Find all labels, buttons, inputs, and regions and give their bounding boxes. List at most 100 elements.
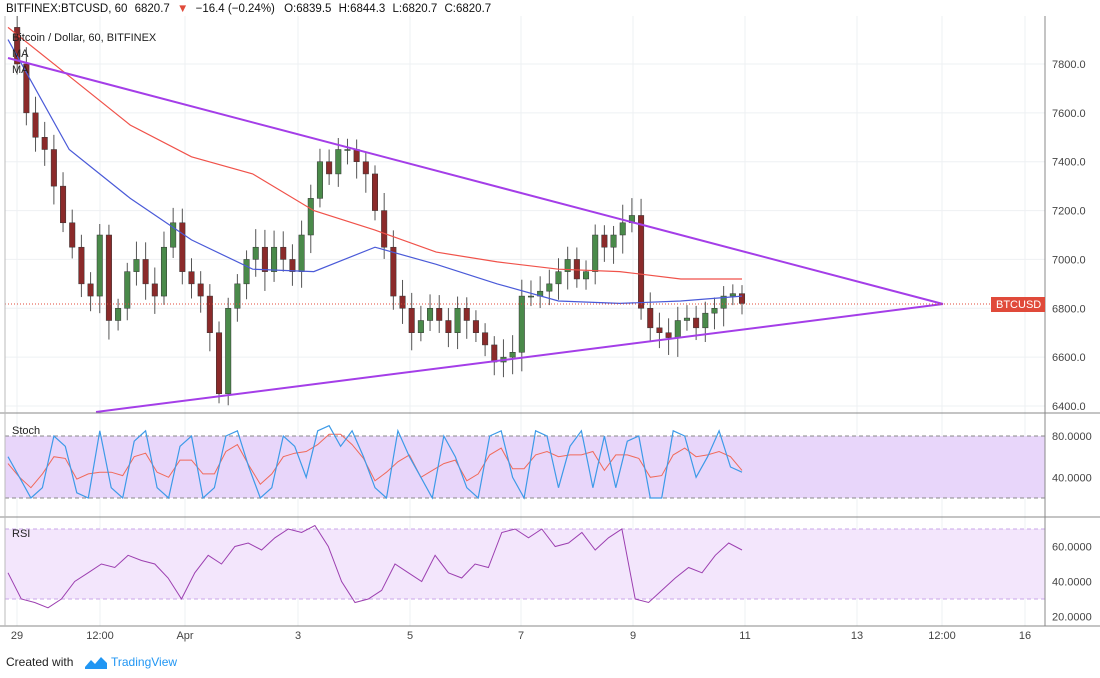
- grid: [5, 16, 1045, 626]
- candle-body: [665, 332, 672, 338]
- candle-body: [225, 308, 232, 395]
- legend-name[interactable]: Bitcoin / Dollar, 60, BITFINEX: [12, 32, 157, 44]
- legend-ma-1[interactable]: MA: [12, 48, 29, 60]
- candle-body: [170, 222, 177, 248]
- time-axis[interactable]: 29 12:00 Apr 3 5 7 9 11 13 12:00 16: [11, 630, 1031, 642]
- change-arrow: ▼: [177, 3, 188, 15]
- created-with-text: Created with: [6, 655, 74, 669]
- candle-body: [243, 259, 250, 285]
- candle-body: [335, 149, 342, 175]
- candle-body: [261, 246, 268, 272]
- price-label-box: [991, 297, 1045, 312]
- candle-body: [14, 27, 21, 65]
- rsi-tick-label: 40.0000: [1052, 577, 1092, 589]
- candle-body: [472, 320, 479, 333]
- ma-red-line: [7, 26, 742, 280]
- rsi-title[interactable]: RSI: [12, 528, 30, 540]
- candle-body: [390, 246, 397, 297]
- candle-body: [41, 137, 48, 150]
- candle-body: [188, 271, 195, 285]
- price-tick-label: 7400.0: [1052, 157, 1086, 169]
- stoch-k-line: [7, 424, 743, 500]
- candle-body: [124, 271, 131, 309]
- candle-body: [408, 308, 415, 333]
- candle-body: [482, 332, 489, 346]
- candle-body: [647, 308, 654, 329]
- price-tick-label: 6400.0: [1052, 401, 1086, 413]
- candle-body: [527, 295, 534, 298]
- candle-body: [316, 161, 323, 199]
- time-tick-label: 16: [1019, 630, 1031, 642]
- candle-body: [702, 312, 709, 329]
- candle-body: [307, 198, 314, 236]
- candle-body: [427, 308, 434, 321]
- tradingview-logo-icon[interactable]: [84, 653, 108, 671]
- candle-body: [353, 149, 360, 162]
- time-tick-label: Apr: [176, 630, 193, 642]
- candle-body: [371, 173, 379, 211]
- time-tick-label: 7: [518, 630, 524, 642]
- candle-body: [592, 234, 599, 272]
- candle-body: [32, 112, 39, 138]
- candle-body: [564, 259, 571, 272]
- symbol-label[interactable]: BITFINEX:BTCUSD, 60: [6, 3, 127, 15]
- candle-body: [69, 222, 76, 248]
- candle-body: [87, 283, 94, 297]
- last-value: 6820.7: [135, 3, 170, 15]
- candle-body: [399, 295, 406, 309]
- rsi-tick-label: 60.0000: [1052, 542, 1092, 554]
- candle-body: [683, 317, 690, 321]
- candles: [14, 9, 746, 406]
- time-tick-label: 13: [851, 630, 863, 642]
- candle-body: [656, 327, 663, 333]
- price-tick-label: 7600.0: [1052, 108, 1086, 120]
- price-axis[interactable]: 7800.0 7600.0 7400.0 7200.0 7000.0 6800.0 6600…: [1052, 59, 1092, 624]
- candle-body: [436, 308, 443, 321]
- candle-body: [720, 295, 727, 309]
- candle-body: [298, 234, 305, 272]
- candle-body: [197, 283, 204, 297]
- candle-body: [729, 293, 736, 297]
- candle-body: [271, 246, 278, 272]
- candle-body: [674, 320, 681, 338]
- candle-body: [23, 63, 30, 114]
- candle-body: [518, 295, 525, 353]
- price-label-text: BTCUSD: [996, 299, 1041, 311]
- stoch-tick-label: 80.0000: [1052, 431, 1092, 443]
- candle-body: [142, 259, 149, 285]
- time-tick-label: 29: [11, 630, 23, 642]
- candle-body: [738, 293, 746, 304]
- candle-body: [133, 259, 140, 272]
- change-text: −16.4 (−0.24%): [196, 3, 275, 15]
- candle-body: [610, 234, 617, 248]
- time-tick-label: 9: [630, 630, 636, 642]
- candle-body: [362, 161, 369, 175]
- candle-body: [160, 246, 167, 297]
- candle-body: [105, 234, 112, 321]
- time-tick-label: 5: [407, 630, 413, 642]
- time-tick-label: 12:00: [86, 630, 114, 642]
- candle-body: [619, 222, 626, 236]
- support-trendline[interactable]: [95, 303, 944, 413]
- candle-body: [344, 149, 351, 151]
- candle-body: [50, 149, 57, 187]
- candle-body: [555, 271, 562, 285]
- candle-body: [638, 215, 645, 309]
- candle-body: [234, 283, 241, 309]
- resistance-trendline[interactable]: [7, 57, 944, 305]
- candle-body: [252, 246, 259, 260]
- candle-body: [216, 332, 223, 395]
- stoch-title[interactable]: Stoch: [12, 425, 40, 437]
- candle-body: [151, 283, 158, 297]
- price-tick-label: 6800.0: [1052, 303, 1086, 315]
- candle-body: [179, 222, 186, 272]
- candle-body: [546, 283, 553, 292]
- price-tick-label: 7200.0: [1052, 206, 1086, 218]
- candle-body: [454, 308, 461, 333]
- rsi-band: [5, 529, 1045, 599]
- candle-body: [60, 185, 67, 224]
- time-tick-label: 11: [739, 630, 750, 642]
- tradingview-link[interactable]: TradingView: [111, 655, 178, 669]
- legend-ma-2[interactable]: MA: [12, 64, 29, 76]
